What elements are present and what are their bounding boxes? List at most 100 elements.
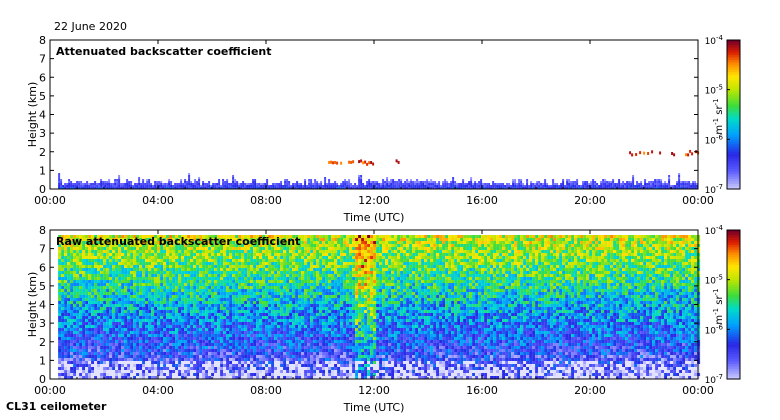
heatmap-cell bbox=[146, 187, 149, 189]
heatmap-cell bbox=[136, 185, 139, 187]
heatmap-cell bbox=[136, 316, 140, 319]
heatmap-cell bbox=[145, 271, 149, 274]
heatmap-cell bbox=[211, 301, 215, 304]
heatmap-cell bbox=[148, 241, 152, 244]
heatmap-cell bbox=[229, 343, 233, 346]
heatmap-cell bbox=[100, 280, 104, 283]
heatmap-cell bbox=[181, 259, 185, 262]
heatmap-cell bbox=[226, 244, 230, 247]
heatmap-cell bbox=[538, 187, 541, 189]
heatmap-cell bbox=[199, 364, 203, 367]
heatmap-cell bbox=[217, 292, 221, 295]
heatmap-cell bbox=[157, 355, 161, 358]
heatmap-cell bbox=[58, 280, 62, 283]
heatmap-cell bbox=[109, 244, 113, 247]
heatmap-cell bbox=[94, 301, 98, 304]
heatmap-cell bbox=[154, 307, 158, 310]
heatmap-cell bbox=[594, 187, 597, 189]
heatmap-cell bbox=[277, 349, 281, 352]
heatmap-cell bbox=[178, 337, 182, 340]
heatmap-cell bbox=[205, 316, 209, 319]
heatmap-cell bbox=[446, 187, 449, 189]
heatmap-cell bbox=[205, 271, 209, 274]
heatmap-cell bbox=[190, 238, 194, 241]
heatmap-cell bbox=[217, 349, 221, 352]
heatmap-cell bbox=[344, 183, 347, 185]
heatmap-cell bbox=[253, 340, 257, 343]
heatmap-cell bbox=[130, 238, 134, 241]
heatmap-cell bbox=[142, 262, 146, 265]
heatmap-cell bbox=[568, 185, 571, 187]
heatmap-cell bbox=[103, 322, 107, 325]
heatmap-cell bbox=[223, 277, 227, 280]
heatmap-cell bbox=[115, 334, 119, 337]
heatmap-cell bbox=[103, 238, 107, 241]
heatmap-cell bbox=[94, 373, 98, 376]
heatmap-cell bbox=[130, 337, 134, 340]
heatmap-cell bbox=[320, 187, 323, 189]
heatmap-cell bbox=[211, 349, 215, 352]
heatmap-cell bbox=[220, 325, 224, 328]
heatmap-cell bbox=[115, 340, 119, 343]
heatmap-cell bbox=[536, 185, 539, 187]
heatmap-cell bbox=[121, 370, 125, 373]
heatmap-cell bbox=[127, 319, 131, 322]
heatmap-cell bbox=[274, 358, 278, 361]
heatmap-cell bbox=[85, 307, 89, 310]
heatmap-cell bbox=[202, 316, 206, 319]
heatmap-cell bbox=[124, 307, 128, 310]
heatmap-cell bbox=[61, 331, 65, 334]
heatmap-cell bbox=[121, 334, 125, 337]
heatmap-cell bbox=[280, 310, 284, 313]
heatmap-cell bbox=[271, 292, 275, 295]
heatmap-cell bbox=[190, 183, 193, 185]
heatmap-cell bbox=[250, 352, 254, 355]
heatmap-cell bbox=[151, 304, 155, 307]
heatmap-cell bbox=[488, 185, 491, 187]
heatmap-cell bbox=[64, 310, 68, 313]
heatmap-cell bbox=[58, 346, 62, 349]
heatmap-cell bbox=[235, 274, 239, 277]
heatmap-cell bbox=[85, 241, 89, 244]
heatmap-cell bbox=[530, 183, 533, 185]
heatmap-cell bbox=[154, 187, 157, 189]
heatmap-cell bbox=[324, 183, 327, 185]
heatmap-cell bbox=[82, 373, 86, 376]
heatmap-cell bbox=[576, 187, 579, 189]
heatmap-cell bbox=[175, 376, 179, 379]
heatmap-cell bbox=[67, 268, 71, 271]
heatmap-cell bbox=[259, 355, 263, 358]
heatmap-cell bbox=[163, 238, 167, 241]
heatmap-cell bbox=[73, 370, 77, 373]
heatmap-cell bbox=[62, 185, 65, 187]
heatmap-cell bbox=[106, 289, 110, 292]
heatmap-cell bbox=[181, 235, 185, 238]
heatmap-cell bbox=[184, 310, 188, 313]
heatmap-cell bbox=[468, 181, 471, 183]
heatmap-cell bbox=[283, 367, 287, 370]
heatmap-cell bbox=[271, 268, 275, 271]
cloud-cell bbox=[364, 160, 367, 164]
cloud-cell bbox=[334, 160, 337, 164]
heatmap-cell bbox=[538, 181, 541, 183]
heatmap-cell bbox=[252, 181, 255, 183]
heatmap-cell bbox=[193, 283, 197, 286]
heatmap-cell bbox=[115, 367, 119, 370]
heatmap-cell bbox=[284, 183, 287, 185]
colorbar-cell bbox=[727, 151, 740, 155]
heatmap-cell bbox=[76, 352, 80, 355]
heatmap-cell bbox=[175, 349, 179, 352]
heatmap-cell bbox=[85, 349, 89, 352]
heatmap-cell bbox=[244, 289, 248, 292]
heatmap-cell bbox=[175, 367, 179, 370]
heatmap-cell bbox=[426, 187, 429, 189]
heatmap-cell bbox=[214, 250, 218, 253]
heatmap-cell bbox=[172, 253, 176, 256]
heatmap-cell bbox=[160, 256, 164, 259]
heatmap-cell bbox=[84, 185, 87, 187]
heatmap-cell bbox=[514, 179, 517, 181]
heatmap-cell bbox=[271, 367, 275, 370]
heatmap-cell bbox=[368, 187, 371, 189]
heatmap-cell bbox=[462, 183, 465, 185]
heatmap-cell bbox=[274, 280, 278, 283]
